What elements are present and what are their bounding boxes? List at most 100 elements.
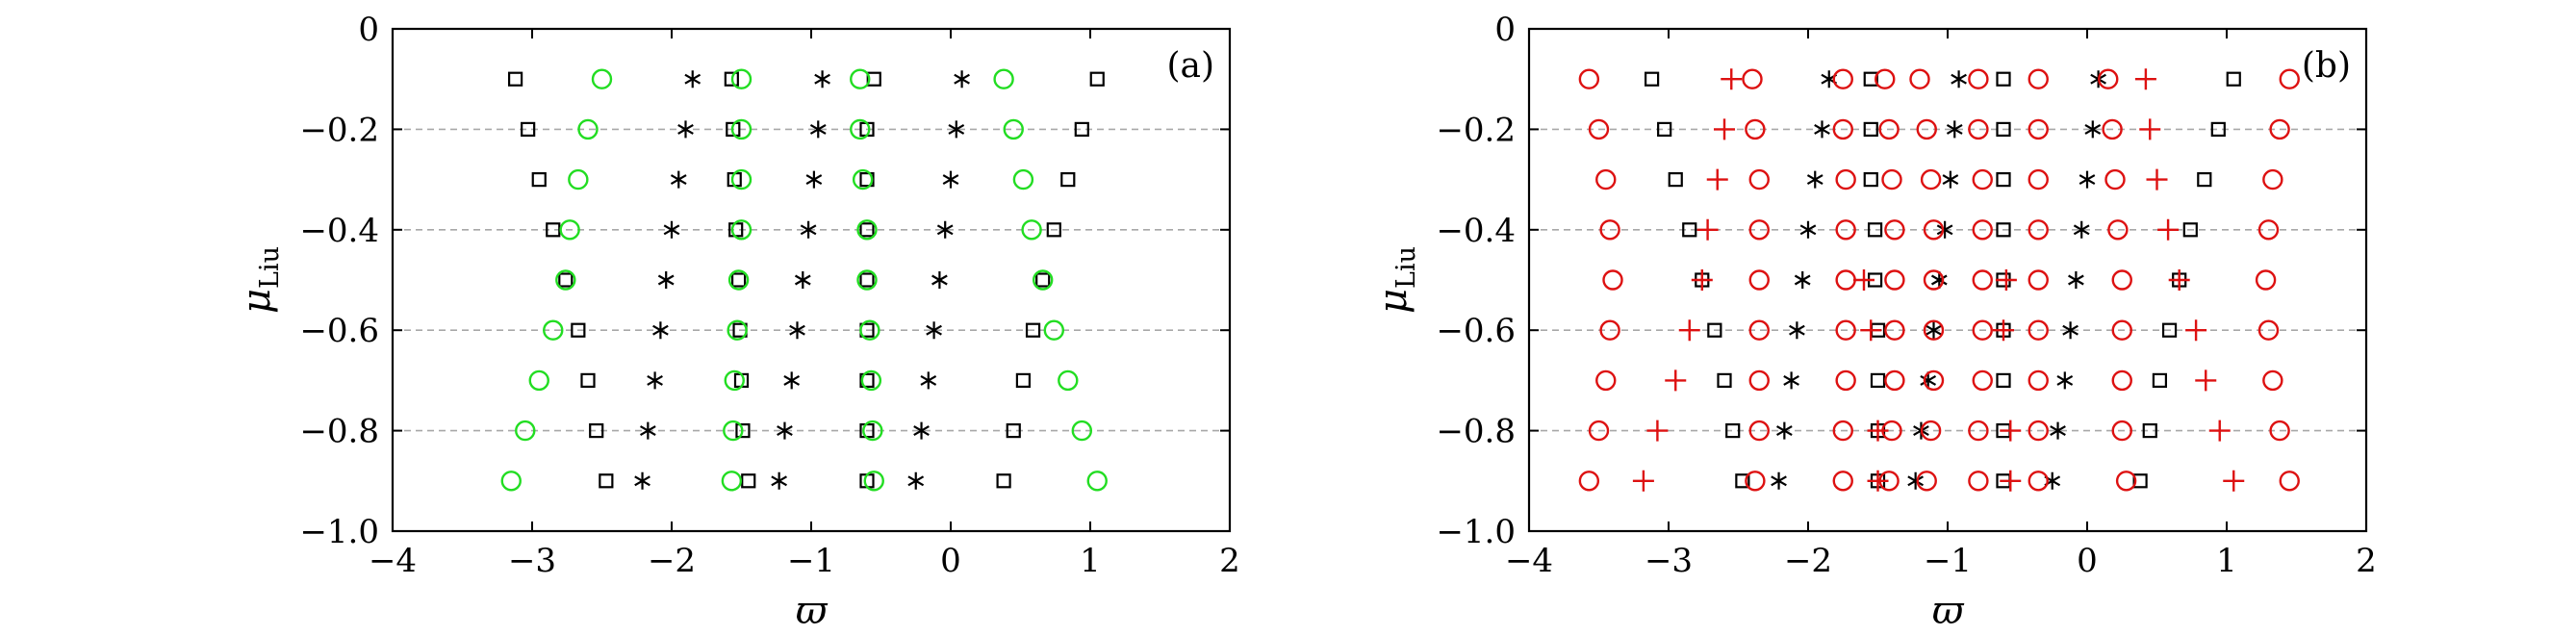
asterisk-marker	[663, 220, 680, 239]
circle-marker	[2255, 269, 2277, 291]
circle-marker	[2111, 369, 2132, 392]
asterisk-marker	[907, 471, 925, 490]
circle-marker	[1043, 319, 1065, 341]
asterisk-marker	[2073, 220, 2090, 239]
asterisk-marker	[1806, 170, 1824, 189]
circle-marker	[577, 118, 599, 140]
circle-marker	[730, 219, 752, 241]
circle-marker	[2107, 219, 2129, 241]
y-tick-label: −0.4	[1436, 212, 1516, 250]
circle-marker	[1881, 168, 1902, 191]
circle-marker	[2279, 471, 2300, 492]
square-marker	[859, 372, 875, 388]
asterisk-marker	[926, 321, 942, 340]
square-marker	[735, 423, 751, 439]
x-tick-label: 0	[940, 542, 961, 580]
y-tick-label: −0.6	[1436, 312, 1516, 350]
plus-marker	[1706, 168, 1728, 191]
circle-marker	[1968, 420, 1989, 442]
y-tick-label: −0.4	[299, 212, 379, 250]
circle-marker	[1588, 118, 1610, 140]
circle-marker	[2115, 471, 2137, 492]
circle-marker	[1086, 471, 1108, 492]
asterisk-marker	[789, 321, 805, 340]
x-tick-label: 1	[1080, 542, 1101, 580]
circle-marker	[1916, 118, 1937, 140]
square-marker	[996, 473, 1011, 489]
x-tick-label: 1	[2216, 542, 2237, 580]
circle-marker	[1968, 68, 1989, 89]
y-tick-label: −0.2	[299, 111, 379, 149]
square-marker	[1867, 222, 1883, 238]
circle-marker	[543, 319, 564, 341]
square-marker	[859, 272, 875, 288]
circle-marker	[1748, 319, 1770, 341]
x-tick-label: −1	[1924, 542, 1972, 580]
circle-marker	[1972, 219, 1993, 241]
circle-marker	[1745, 471, 1766, 492]
asterisk-marker	[1946, 120, 1963, 139]
circle-marker	[2279, 68, 2300, 89]
square-marker	[1735, 473, 1750, 489]
asterisk-marker	[942, 170, 959, 189]
x-tick-label: 0	[2077, 542, 2098, 580]
circle-marker	[559, 219, 580, 241]
circle-marker	[1599, 219, 1620, 241]
circle-marker	[2028, 471, 2049, 492]
circle-marker	[2257, 319, 2280, 341]
asterisk-marker	[920, 371, 937, 390]
asterisk-marker	[652, 321, 669, 340]
plot-frame	[1527, 27, 2368, 533]
square-marker	[2152, 372, 2167, 388]
circle-marker	[1920, 168, 1942, 191]
circle-marker	[568, 168, 589, 191]
circle-marker	[1920, 420, 1942, 442]
circle-marker	[2269, 118, 2290, 140]
circle-marker	[1599, 319, 1620, 341]
x-tick-label: −3	[508, 542, 556, 580]
circle-marker	[1916, 471, 1937, 492]
circle-marker	[1832, 471, 1853, 492]
square-marker	[580, 372, 596, 388]
asterisk-marker	[931, 271, 948, 289]
square-marker	[2226, 71, 2241, 87]
y-tick-label: −1.0	[1436, 513, 1516, 551]
circle-marker	[591, 68, 613, 89]
circle-marker	[856, 219, 878, 241]
square-marker	[726, 121, 741, 138]
asterisk-marker	[647, 371, 663, 390]
plus-marker	[1721, 68, 1743, 90]
circle-marker	[1923, 319, 1945, 341]
plus-marker	[2168, 269, 2190, 291]
asterisk-marker	[1799, 220, 1817, 239]
plus-marker	[2146, 168, 2168, 191]
y-tick-label: −0.6	[299, 312, 379, 350]
asterisk-marker	[634, 471, 650, 490]
square-marker	[1668, 172, 1683, 188]
asterisk-marker	[1794, 271, 1811, 289]
circle-marker	[515, 420, 536, 442]
circle-marker	[2028, 369, 2049, 392]
circle-marker	[2257, 219, 2280, 241]
circle-marker	[859, 319, 880, 341]
asterisk-marker	[1814, 120, 1830, 139]
square-marker	[741, 473, 756, 489]
panel-a: −4 −3 −2 −1 0 1 2 0 −0.2 −0.4 −0.6 −0.8 −1.0 ϖ μLiu (a)	[235, 11, 1240, 633]
x-axis-label: ϖ	[1932, 589, 1965, 633]
square-marker	[2142, 423, 2157, 439]
x-tick-label: −4	[1505, 542, 1553, 580]
square-marker	[2210, 121, 2226, 138]
square-marker	[1015, 372, 1032, 388]
square-marker	[1707, 322, 1722, 338]
circle-marker	[1835, 319, 1856, 341]
circle-marker	[2028, 118, 2049, 140]
plus-marker	[1867, 420, 1889, 442]
square-marker	[1870, 372, 1886, 388]
circle-marker	[1972, 369, 1993, 392]
asterisk-marker	[777, 421, 793, 440]
circle-marker	[1832, 68, 1853, 89]
asterisk-marker	[2068, 271, 2084, 289]
circle-marker	[1748, 168, 1770, 191]
circle-marker	[1972, 269, 1993, 291]
